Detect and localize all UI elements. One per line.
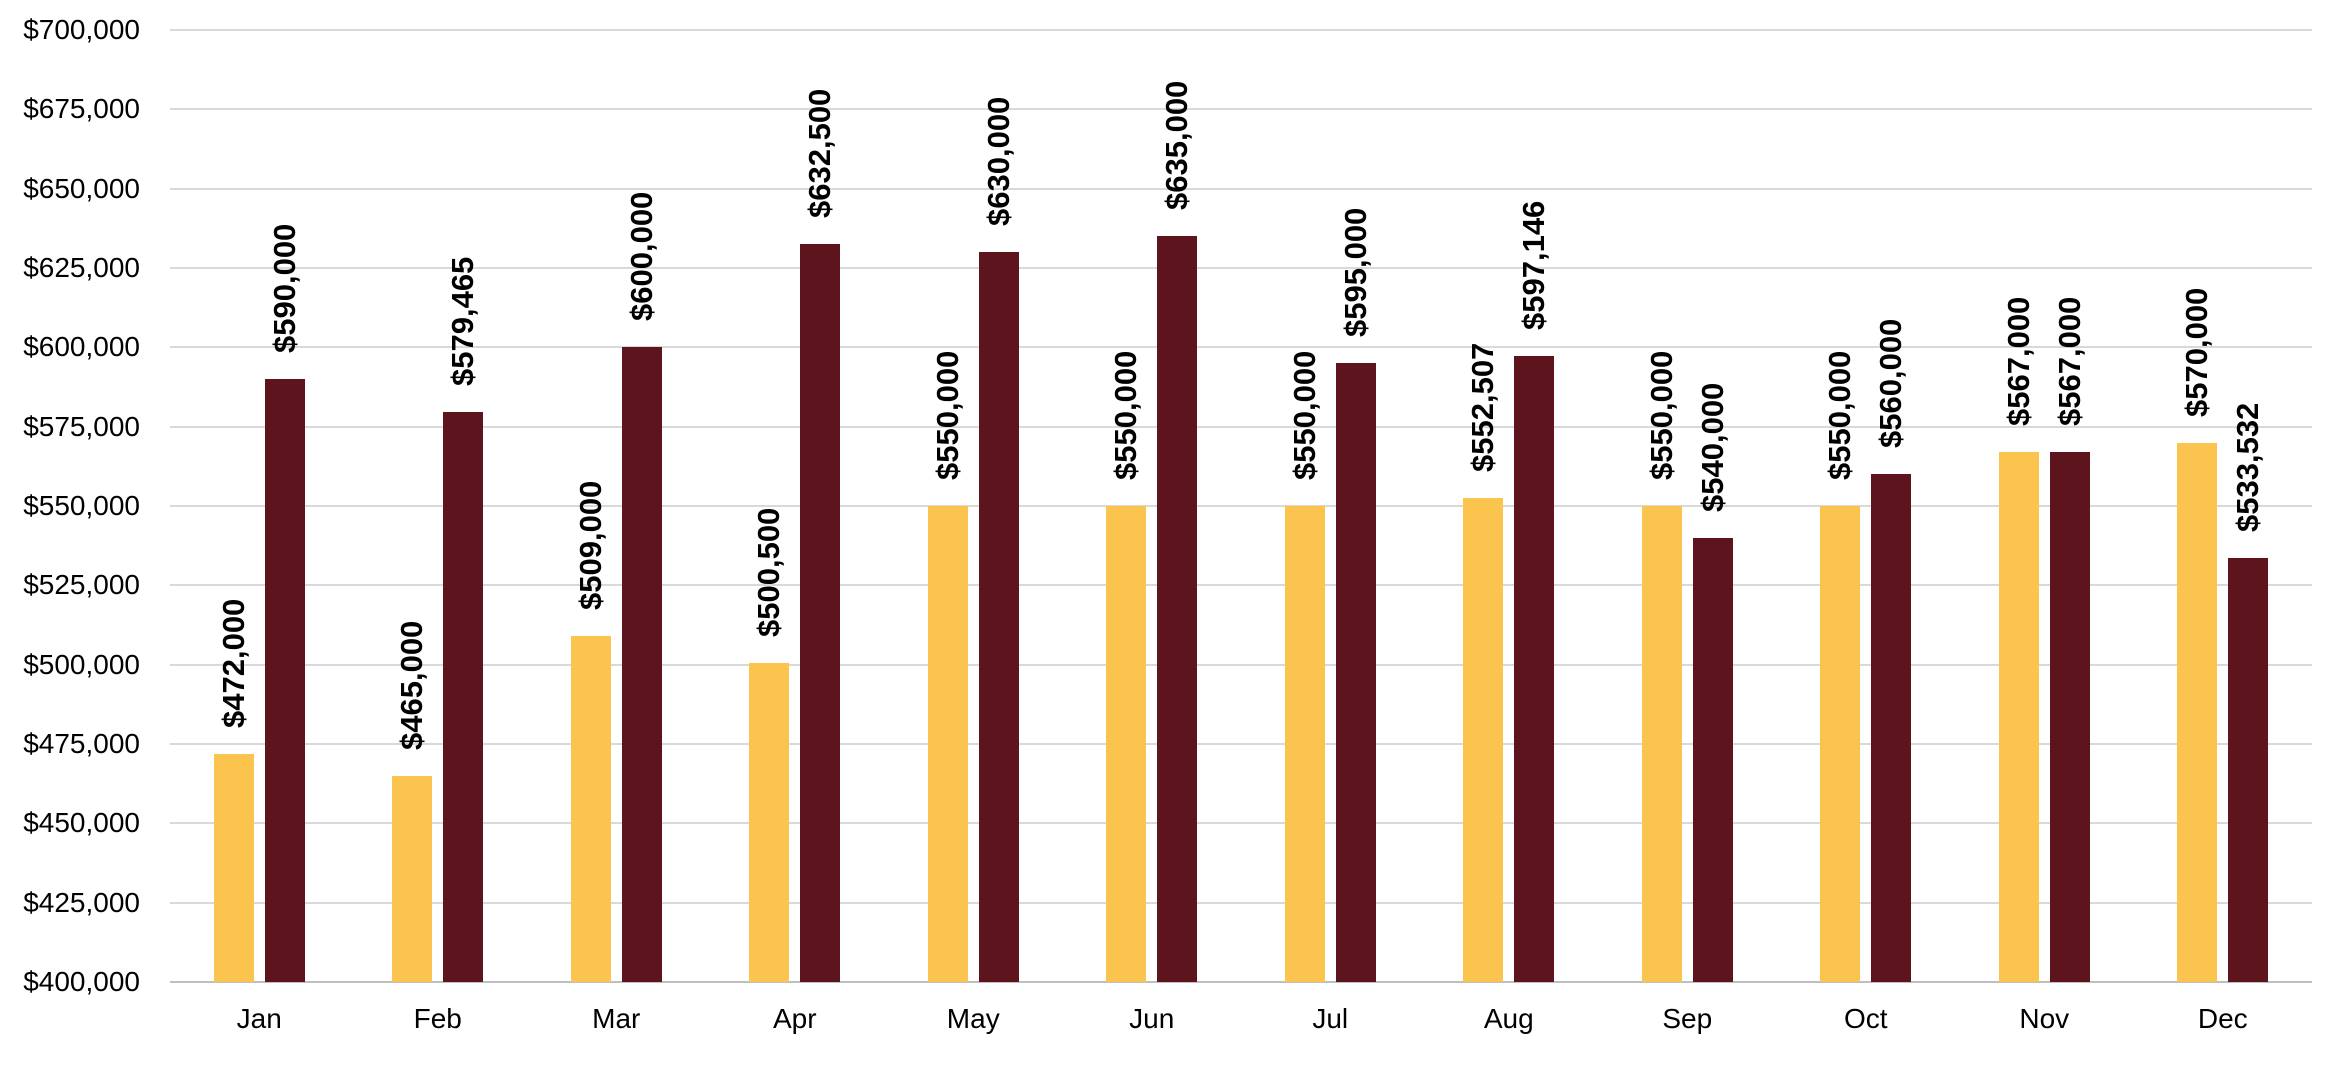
bar-maroon-feb: [443, 412, 484, 982]
bar-value-label-maroon-nov: $567,000: [2051, 296, 2087, 427]
bar-value-label-gold-nov: $567,000: [2000, 296, 2036, 427]
bar-value-label-maroon-sep: $540,000: [1694, 382, 1730, 512]
y-axis-tick-label: $650,000: [23, 172, 140, 204]
bar-value-label-gold-jun: $550,000: [1108, 350, 1144, 480]
x-axis-label-mar: Mar: [592, 1003, 641, 1034]
bar-maroon-aug: [1514, 356, 1555, 982]
bar-value-label-maroon-jul: $595,000: [1337, 207, 1373, 338]
bar-value-label-gold-oct: $550,000: [1822, 350, 1858, 480]
bar-value-label-gold-feb: $465,000: [394, 620, 430, 750]
bar-maroon-jul: [1335, 363, 1376, 982]
bar-gold-jul: [1284, 506, 1325, 982]
gridline: [170, 901, 2312, 904]
x-axis-line: [170, 981, 2312, 983]
y-axis-tick-label: $625,000: [23, 252, 140, 283]
gridline: [170, 187, 2312, 190]
x-axis-label-may: May: [946, 1003, 1000, 1034]
x-axis-label-dec: Dec: [2197, 1003, 2248, 1034]
bar-maroon-nov: [2049, 452, 2090, 982]
bar-value-label-maroon-feb: $579,465: [445, 257, 481, 387]
bar-value-label-gold-aug: $552,507: [1465, 342, 1501, 473]
bar-value-label-gold-jul: $550,000: [1286, 350, 1322, 480]
gridline: [170, 822, 2312, 825]
gridline: [170, 29, 2312, 31]
gridline: [170, 663, 2312, 666]
bar-value-label-maroon-mar: $600,000: [623, 192, 659, 322]
x-axis-label-oct: Oct: [1843, 1003, 1888, 1034]
gridline: [170, 425, 2312, 428]
bar-maroon-jun: [1157, 236, 1198, 982]
y-axis-tick-label: $450,000: [23, 807, 140, 839]
x-axis-label-jul: Jul: [1312, 1003, 1349, 1034]
y-axis-tick-label: $575,000: [23, 410, 140, 442]
bar-maroon-may: [978, 252, 1019, 982]
bar-gold-feb: [392, 775, 433, 982]
bar-gold-dec: [2177, 442, 2218, 982]
bar-value-label-maroon-jan: $590,000: [266, 223, 302, 354]
bar-value-label-gold-apr: $500,500: [751, 507, 787, 638]
x-axis-label-jan: Jan: [236, 1003, 282, 1034]
bar-gold-aug: [1463, 498, 1504, 982]
bar-maroon-jan: [264, 379, 305, 982]
bar-value-label-gold-sep: $550,000: [1643, 350, 1679, 480]
bar-maroon-apr: [800, 244, 841, 982]
x-axis-label-apr: Apr: [772, 1003, 817, 1034]
gridline: [170, 584, 2312, 587]
bar-value-label-maroon-aug: $597,146: [1516, 201, 1552, 331]
gridline: [170, 108, 2312, 111]
x-axis-label-nov: Nov: [2019, 1003, 2070, 1034]
bar-maroon-sep: [1692, 537, 1733, 982]
x-axis-label-aug: Aug: [1483, 1003, 1534, 1034]
x-axis-label-feb: Feb: [413, 1003, 462, 1034]
gridline: [170, 346, 2312, 349]
x-axis-label-jun: Jun: [1129, 1003, 1175, 1034]
y-axis-tick-label: $425,000: [23, 886, 140, 918]
bar-value-label-gold-jan: $472,000: [215, 598, 251, 728]
bar-value-label-maroon-may: $630,000: [980, 96, 1016, 227]
bar-gold-may: [927, 506, 968, 982]
bar-gold-mar: [570, 636, 611, 982]
y-axis-tick-label: $525,000: [23, 569, 140, 601]
bar-gold-jan: [213, 753, 254, 982]
bar-maroon-dec: [2228, 558, 2269, 982]
x-axis-label-sep: Sep: [1662, 1003, 1713, 1034]
bar-value-label-gold-mar: $509,000: [572, 480, 608, 611]
y-axis-tick-label: $500,000: [23, 648, 140, 680]
gridline: [170, 267, 2312, 269]
bar-gold-apr: [749, 663, 790, 982]
bar-value-label-gold-may: $550,000: [929, 350, 965, 480]
y-axis-tick-label: $700,000: [23, 14, 140, 45]
gridline: [170, 743, 2312, 745]
bar-gold-nov: [1998, 452, 2039, 982]
bar-value-label-gold-dec: $570,000: [2179, 287, 2215, 417]
bar-maroon-mar: [621, 347, 662, 982]
bar-value-label-maroon-jun: $635,000: [1159, 80, 1195, 211]
bar-value-label-maroon-oct: $560,000: [1873, 318, 1909, 449]
bar-value-label-maroon-apr: $632,500: [802, 88, 838, 219]
y-axis-tick-label: $400,000: [23, 966, 140, 997]
bar-gold-jun: [1106, 506, 1147, 982]
bar-value-label-maroon-dec: $533,532: [2230, 402, 2266, 533]
y-axis-tick-label: $675,000: [23, 93, 140, 125]
y-axis-tick-label: $550,000: [23, 490, 140, 521]
y-axis-tick-label: $475,000: [23, 728, 140, 759]
bar-gold-oct: [1820, 506, 1861, 982]
bar-maroon-oct: [1871, 474, 1912, 982]
y-axis-tick-label: $600,000: [23, 331, 140, 363]
bar-gold-sep: [1641, 506, 1682, 982]
gridline: [170, 505, 2312, 507]
